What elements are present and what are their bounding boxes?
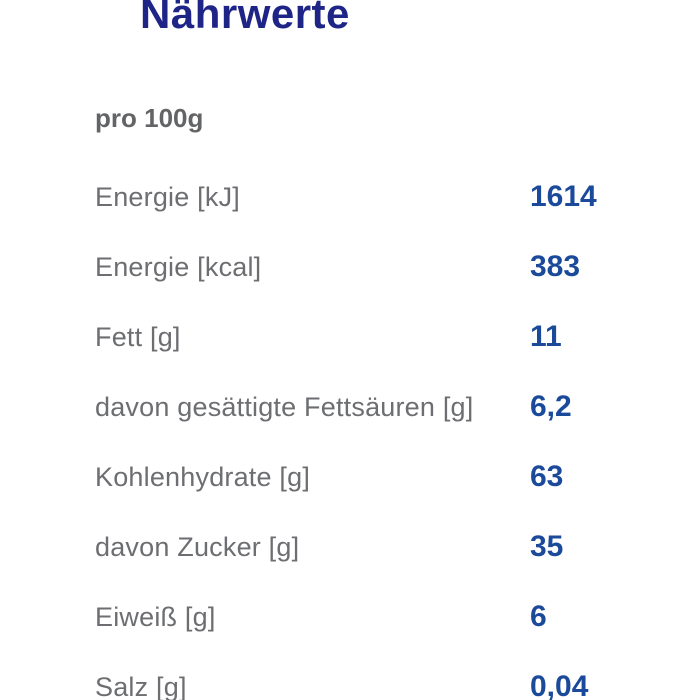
table-row: Energie [kcal] 383 xyxy=(95,232,700,302)
table-row: davon Zucker [g] 35 xyxy=(95,512,700,582)
nutrient-value: 1614 xyxy=(530,180,597,213)
nutrient-value: 35 xyxy=(530,530,564,563)
page-title: Nährwerte xyxy=(140,0,350,37)
nutrient-label: Energie [kJ] xyxy=(95,181,240,212)
nutrition-table: Energie [kJ] 1614 Energie [kcal] 383 Fet… xyxy=(95,162,700,700)
table-row: Fett [g] 11 xyxy=(95,302,700,372)
nutrient-value: 6 xyxy=(530,600,547,633)
nutrient-label: Salz [g] xyxy=(95,671,187,700)
nutrient-value: 383 xyxy=(530,250,581,283)
nutrient-label: Fett [g] xyxy=(95,321,181,352)
nutrient-label: Energie [kcal] xyxy=(95,251,262,282)
nutrient-label: davon gesättigte Fettsäuren [g] xyxy=(95,391,474,422)
table-row: Eiweiß [g] 6 xyxy=(95,582,700,652)
nutrient-label: Kohlenhydrate [g] xyxy=(95,461,311,492)
nutrient-value: 11 xyxy=(530,320,562,353)
serving-size-label: pro 100g xyxy=(95,103,204,133)
table-row: davon gesättigte Fettsäuren [g] 6,2 xyxy=(95,372,700,442)
table-row: Energie [kJ] 1614 xyxy=(95,162,700,232)
nutrient-value: 0,04 xyxy=(530,670,589,700)
table-row: Salz [g] 0,04 xyxy=(95,652,700,700)
nutrient-value: 6,2 xyxy=(530,390,572,423)
nutrient-label: Eiweiß [g] xyxy=(95,601,216,632)
table-row: Kohlenhydrate [g] 63 xyxy=(95,442,700,512)
nutrient-value: 63 xyxy=(530,460,564,493)
nutrient-label: davon Zucker [g] xyxy=(95,531,300,562)
